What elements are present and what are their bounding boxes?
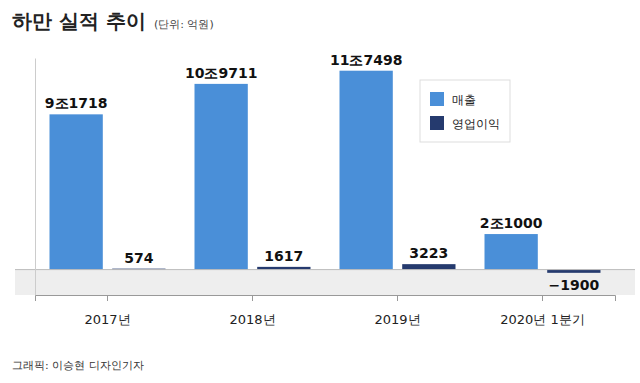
x-axis: 2017년 2018년 2019년 2020년 1분기 <box>36 295 616 327</box>
zero-line <box>15 269 635 270</box>
x-axis-line <box>36 296 616 302</box>
data-label: 2조1000 <box>480 215 543 231</box>
data-label: −1900 <box>548 277 599 293</box>
data-label: 9조1718 <box>45 95 108 111</box>
bar <box>402 264 455 269</box>
legend-label: 매출 <box>452 93 476 107</box>
legend-item: 영업이익 <box>430 116 500 131</box>
bar <box>50 114 103 269</box>
data-label: 1617 <box>264 248 303 264</box>
y-axis <box>35 59 36 296</box>
x-tick-label: 2019년 <box>374 312 420 327</box>
x-tick-mark <box>397 295 398 301</box>
credit: 그래픽: 이승현 디자인기자 <box>12 359 144 372</box>
legend-box <box>420 80 510 142</box>
legend: 매출영업이익 <box>420 80 510 142</box>
bar <box>195 84 248 270</box>
data-label: 10조9711 <box>185 65 257 81</box>
legend-label: 영업이익 <box>452 117 500 131</box>
data-label: 11조7498 <box>330 52 402 68</box>
bar <box>485 234 538 270</box>
data-label: 3223 <box>409 245 448 261</box>
bars <box>50 71 601 273</box>
x-tick-mark <box>107 295 108 301</box>
negative-band <box>15 270 635 295</box>
x-tick-label: 2020년 1분기 <box>500 312 585 327</box>
chart: 하만 실적 추이 (단위: 억원) 2017년 2018년 2019년 2020년 1분기… <box>0 0 640 383</box>
x-tick-mark <box>542 295 543 301</box>
x-tick-label: 2017년 <box>84 312 130 327</box>
x-tick: 2019년 <box>374 295 420 327</box>
legend-swatch <box>430 92 444 106</box>
data-label: 574 <box>124 250 153 266</box>
title: 하만 실적 추이 <box>12 9 146 33</box>
x-tick-label: 2018년 <box>229 312 275 327</box>
bar <box>340 71 393 270</box>
x-tick: 2020년 1분기 <box>500 295 585 327</box>
y-axis-line <box>35 59 36 296</box>
x-tick: 2017년 <box>84 295 130 327</box>
x-tick: 2018년 <box>229 295 275 327</box>
legend-item: 매출 <box>430 92 476 107</box>
x-tick-mark <box>252 295 253 301</box>
subtitle: (단위: 억원) <box>154 18 214 31</box>
legend-swatch <box>430 116 444 130</box>
